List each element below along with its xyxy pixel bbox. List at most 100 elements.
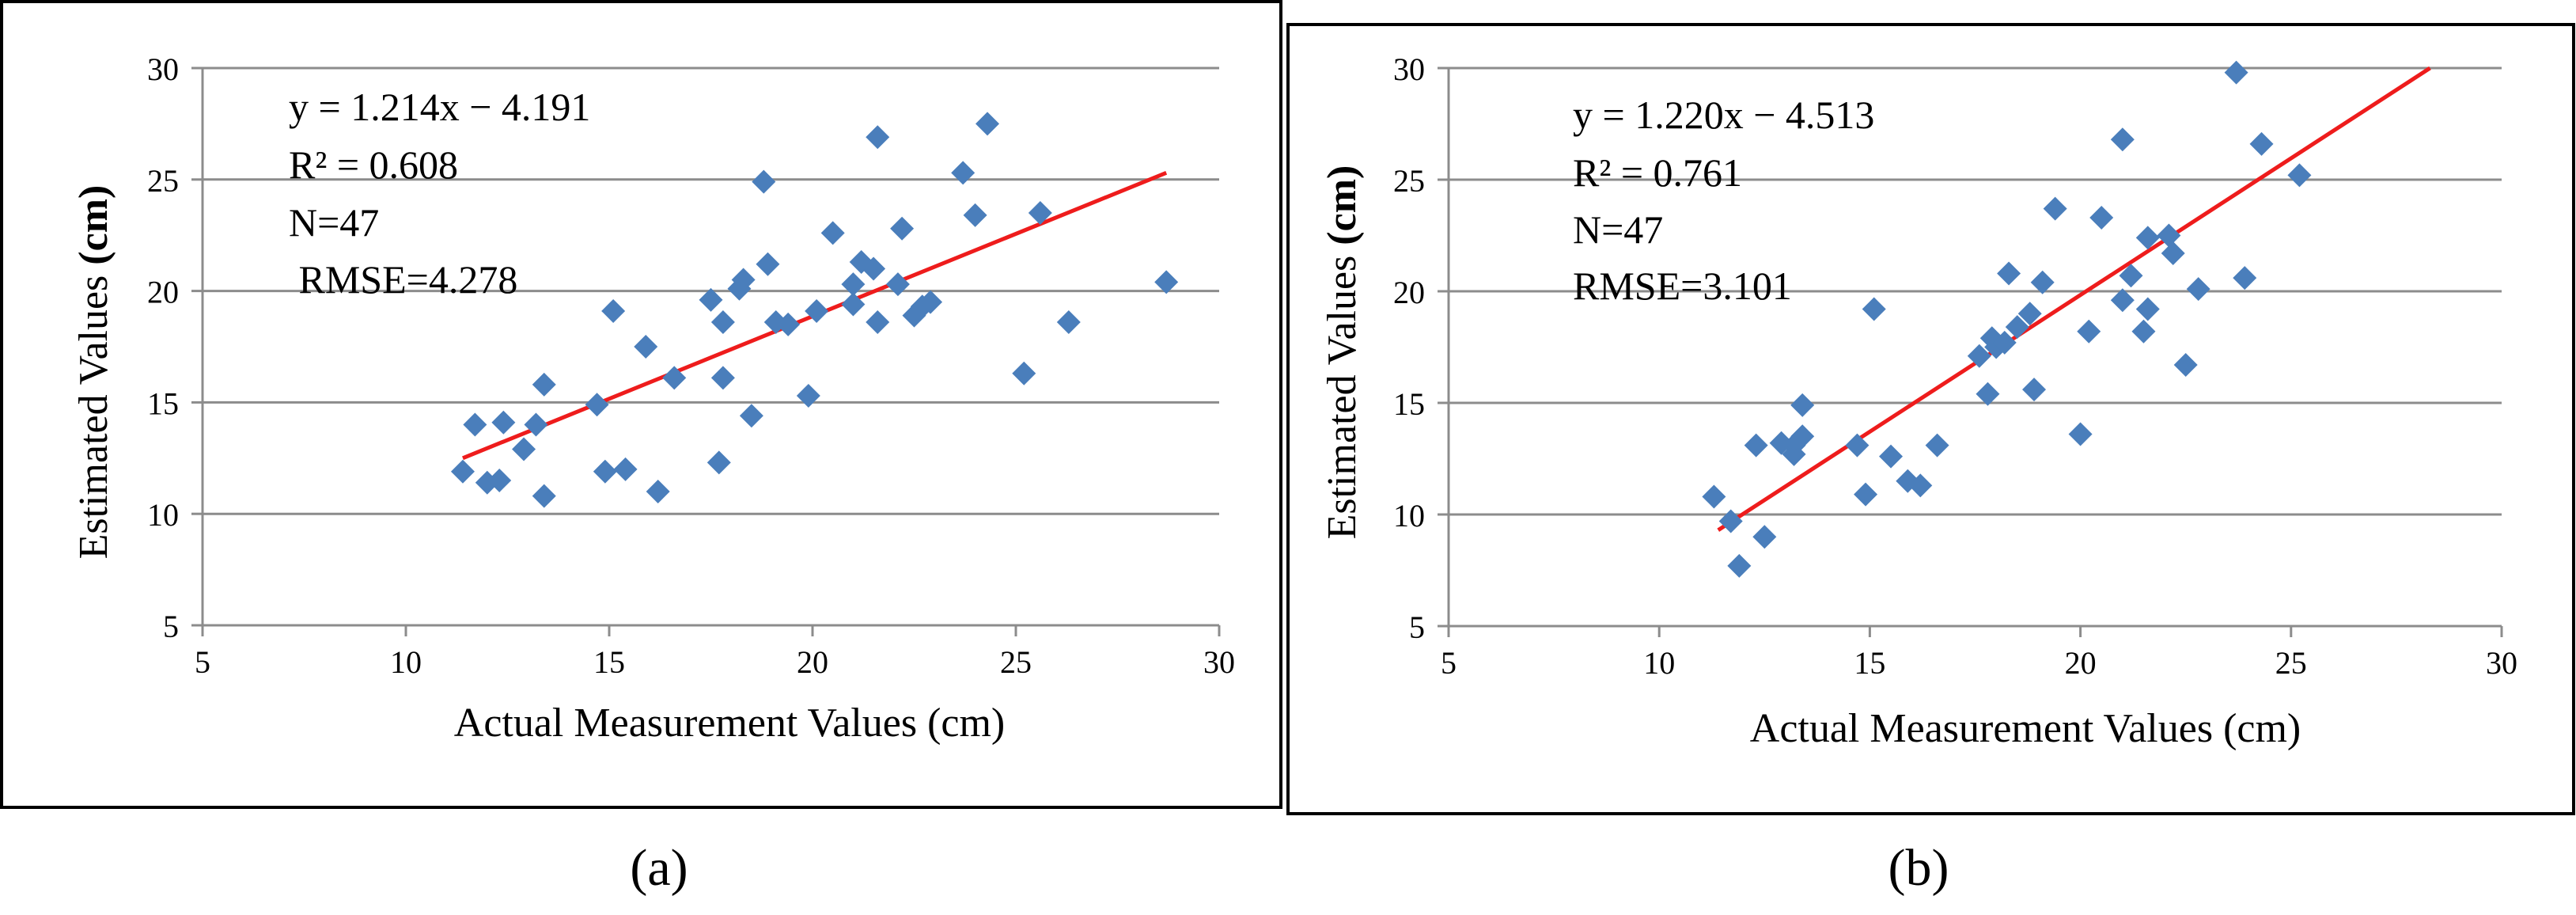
data-point [2005, 315, 2029, 340]
rmse-label: RMSE=4.278 [289, 257, 517, 302]
data-point [1862, 297, 1886, 321]
y-tick-label: 10 [1393, 498, 1425, 533]
x-tick-label: 20 [797, 644, 828, 680]
y-axis-label-plain: Estimated Values [1320, 245, 1365, 540]
x-tick-label: 15 [593, 644, 625, 680]
data-point [756, 252, 780, 276]
data-point [699, 287, 723, 312]
data-point [2249, 131, 2274, 156]
axes [191, 66, 1221, 636]
data-point [524, 412, 548, 437]
y-tick-label: 25 [1393, 163, 1425, 199]
panel-label-b: (b) [1888, 839, 1949, 897]
data-point [1908, 473, 1933, 498]
x-tick-label: 25 [1000, 644, 1032, 680]
tick-labels: 5 10 15 20 25 30 5 10 15 20 25 30 [1393, 51, 2517, 681]
panel-frame [1286, 23, 2575, 815]
data-point [805, 298, 829, 323]
y-tick-label: 10 [147, 497, 179, 533]
data-point [2287, 163, 2312, 188]
data-point [2173, 353, 2198, 378]
x-tick-label: 20 [2065, 645, 2097, 681]
data-point [1967, 344, 1991, 368]
data-point [739, 404, 763, 428]
data-point [2110, 127, 2135, 152]
data-point [1702, 484, 1726, 509]
x-tick-label: 10 [390, 644, 422, 680]
data-point [1727, 553, 1752, 578]
y-axis-label-unit: (cm) [71, 185, 116, 265]
data-point [885, 272, 910, 297]
data-point [1012, 361, 1036, 385]
y-tick-label: 20 [147, 275, 179, 310]
data-point [963, 203, 987, 227]
data-point [890, 216, 915, 241]
data-point [491, 410, 516, 435]
data-point [2110, 288, 2135, 313]
y-axis-label-plain: Estimated Values [71, 265, 116, 560]
data-point [1056, 310, 1081, 335]
data-point [1154, 270, 1179, 294]
data-point [2131, 319, 2156, 344]
data-point [731, 268, 756, 292]
data-point [1790, 424, 1815, 449]
x-tick-label: 5 [1441, 645, 1457, 681]
n-label: N=47 [1573, 207, 1663, 252]
data-points [1702, 60, 2312, 578]
data-point [2161, 241, 2185, 266]
data-point [2224, 60, 2248, 85]
equation-label: y = 1.220x − 4.513 [1573, 93, 1874, 137]
data-point [2089, 205, 2114, 230]
data-point [532, 372, 556, 397]
regression-annotations: y = 1.220x − 4.513 R² = 0.761 N=47 RMSE=… [1573, 93, 1874, 308]
data-point [1790, 393, 1815, 417]
x-tick-label: 10 [1643, 645, 1675, 681]
y-axis-label: Estimated Values (cm) [71, 185, 116, 560]
data-point [2119, 264, 2143, 288]
data-point [1854, 482, 1878, 507]
data-point [841, 272, 866, 297]
x-tick-label: 25 [2275, 645, 2307, 681]
y-tick-label: 25 [147, 163, 179, 199]
data-point [1845, 433, 1869, 458]
data-point [707, 450, 731, 475]
y-tick-label: 20 [1393, 275, 1425, 310]
axes [1438, 66, 2503, 637]
data-point [613, 457, 638, 481]
data-point [512, 437, 536, 461]
data-point [710, 310, 735, 335]
data-points [450, 112, 1179, 508]
data-point [2135, 297, 2160, 321]
panel-a: 5 10 15 20 25 30 5 10 15 20 25 30 y = 1.214x − 4.19… [0, 0, 1282, 809]
data-point [585, 393, 609, 417]
data-point [2022, 378, 2047, 402]
data-point [752, 169, 776, 194]
trendline-group [1717, 66, 2431, 532]
data-point [2135, 226, 2160, 250]
data-point [2233, 266, 2257, 290]
r-squared-label: R² = 0.761 [1573, 150, 1742, 195]
y-tick-label: 5 [1409, 609, 1425, 645]
data-point [866, 310, 890, 335]
gridlines [1449, 66, 2502, 516]
data-point [532, 484, 556, 508]
data-point [487, 468, 512, 492]
r-squared-label: R² = 0.608 [289, 142, 458, 187]
y-tick-label: 30 [1393, 51, 1425, 87]
data-point [450, 459, 475, 484]
data-point [1997, 261, 2021, 286]
data-point [951, 161, 975, 185]
trendline [1717, 66, 2431, 532]
data-point [796, 383, 820, 408]
regression-annotations: y = 1.214x − 4.191 R² = 0.608 N=47 RMSE=… [289, 85, 590, 302]
data-point [1718, 509, 1743, 533]
data-point [919, 290, 943, 314]
data-point [2017, 302, 2042, 326]
y-axis-label: Estimated Values (cm) [1320, 165, 1365, 540]
data-point [2157, 223, 2181, 248]
y-tick-label: 30 [147, 51, 179, 87]
x-axis-label: Actual Measurement Values (cm) [1750, 706, 2301, 751]
data-point [1782, 442, 1806, 466]
data-point [1028, 201, 1052, 226]
